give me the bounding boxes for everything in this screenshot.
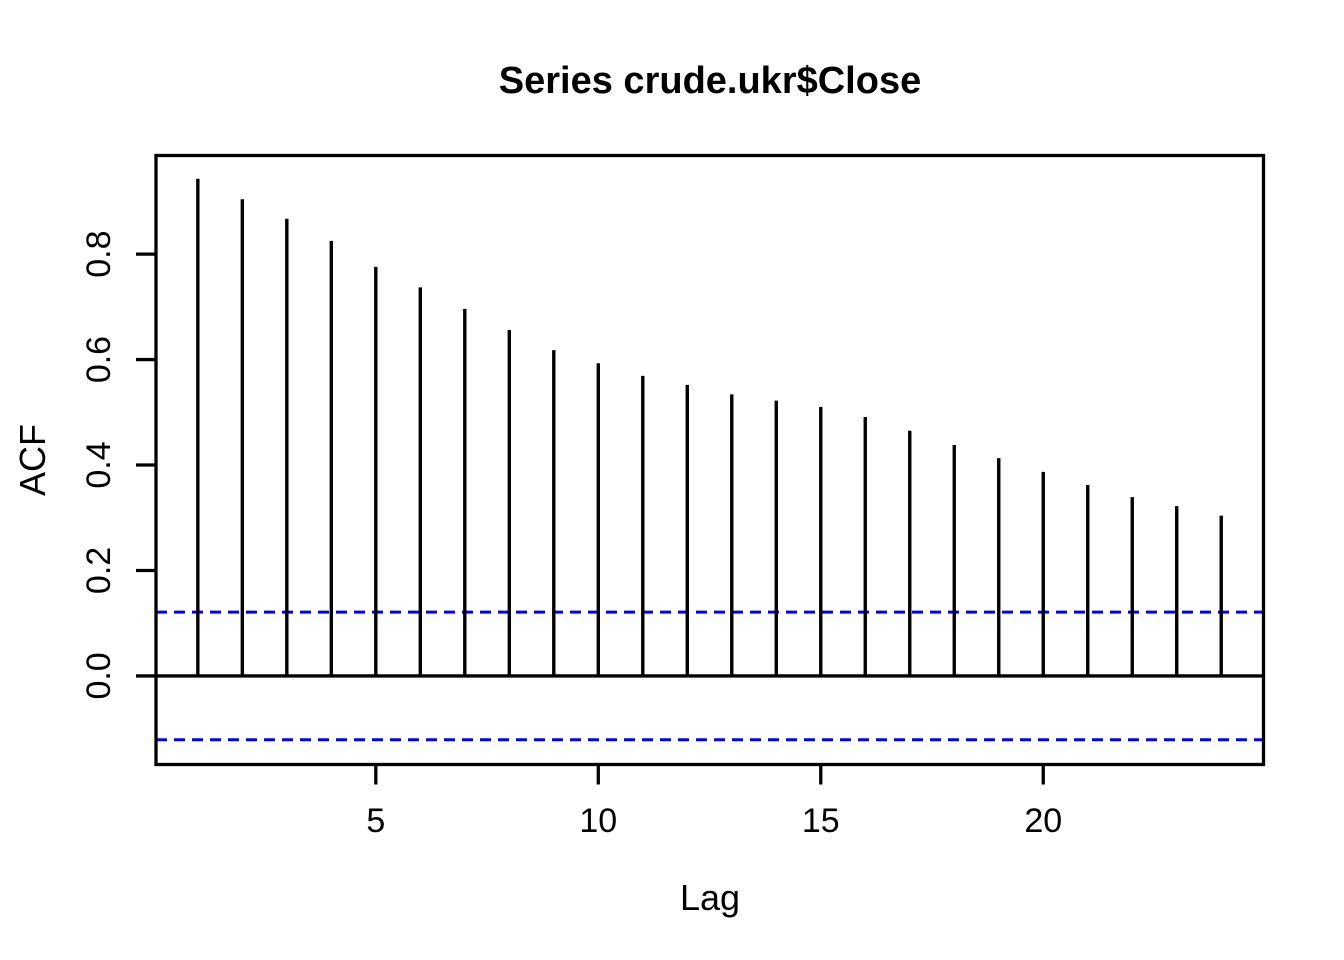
y-tick-label: 0.0 <box>80 652 118 699</box>
x-tick-label: 15 <box>802 802 840 840</box>
y-tick-label: 0.8 <box>80 230 118 277</box>
chart-title: Series crude.ukr$Close <box>499 60 921 102</box>
x-axis-label: Lag <box>680 877 740 918</box>
y-axis-label: ACF <box>12 424 53 496</box>
y-tick-label: 0.4 <box>80 441 118 488</box>
plot-frame <box>154 153 1266 767</box>
y-tick-label: 0.2 <box>80 547 118 594</box>
plot-area: 5 10 15 20 0.0 0.2 0.4 0.6 0.8 <box>80 153 1266 840</box>
x-tick-label: 20 <box>1024 802 1062 840</box>
y-tick-label: 0.6 <box>80 336 118 383</box>
x-tick-label: 10 <box>579 802 617 840</box>
x-tick-label: 5 <box>366 802 385 840</box>
